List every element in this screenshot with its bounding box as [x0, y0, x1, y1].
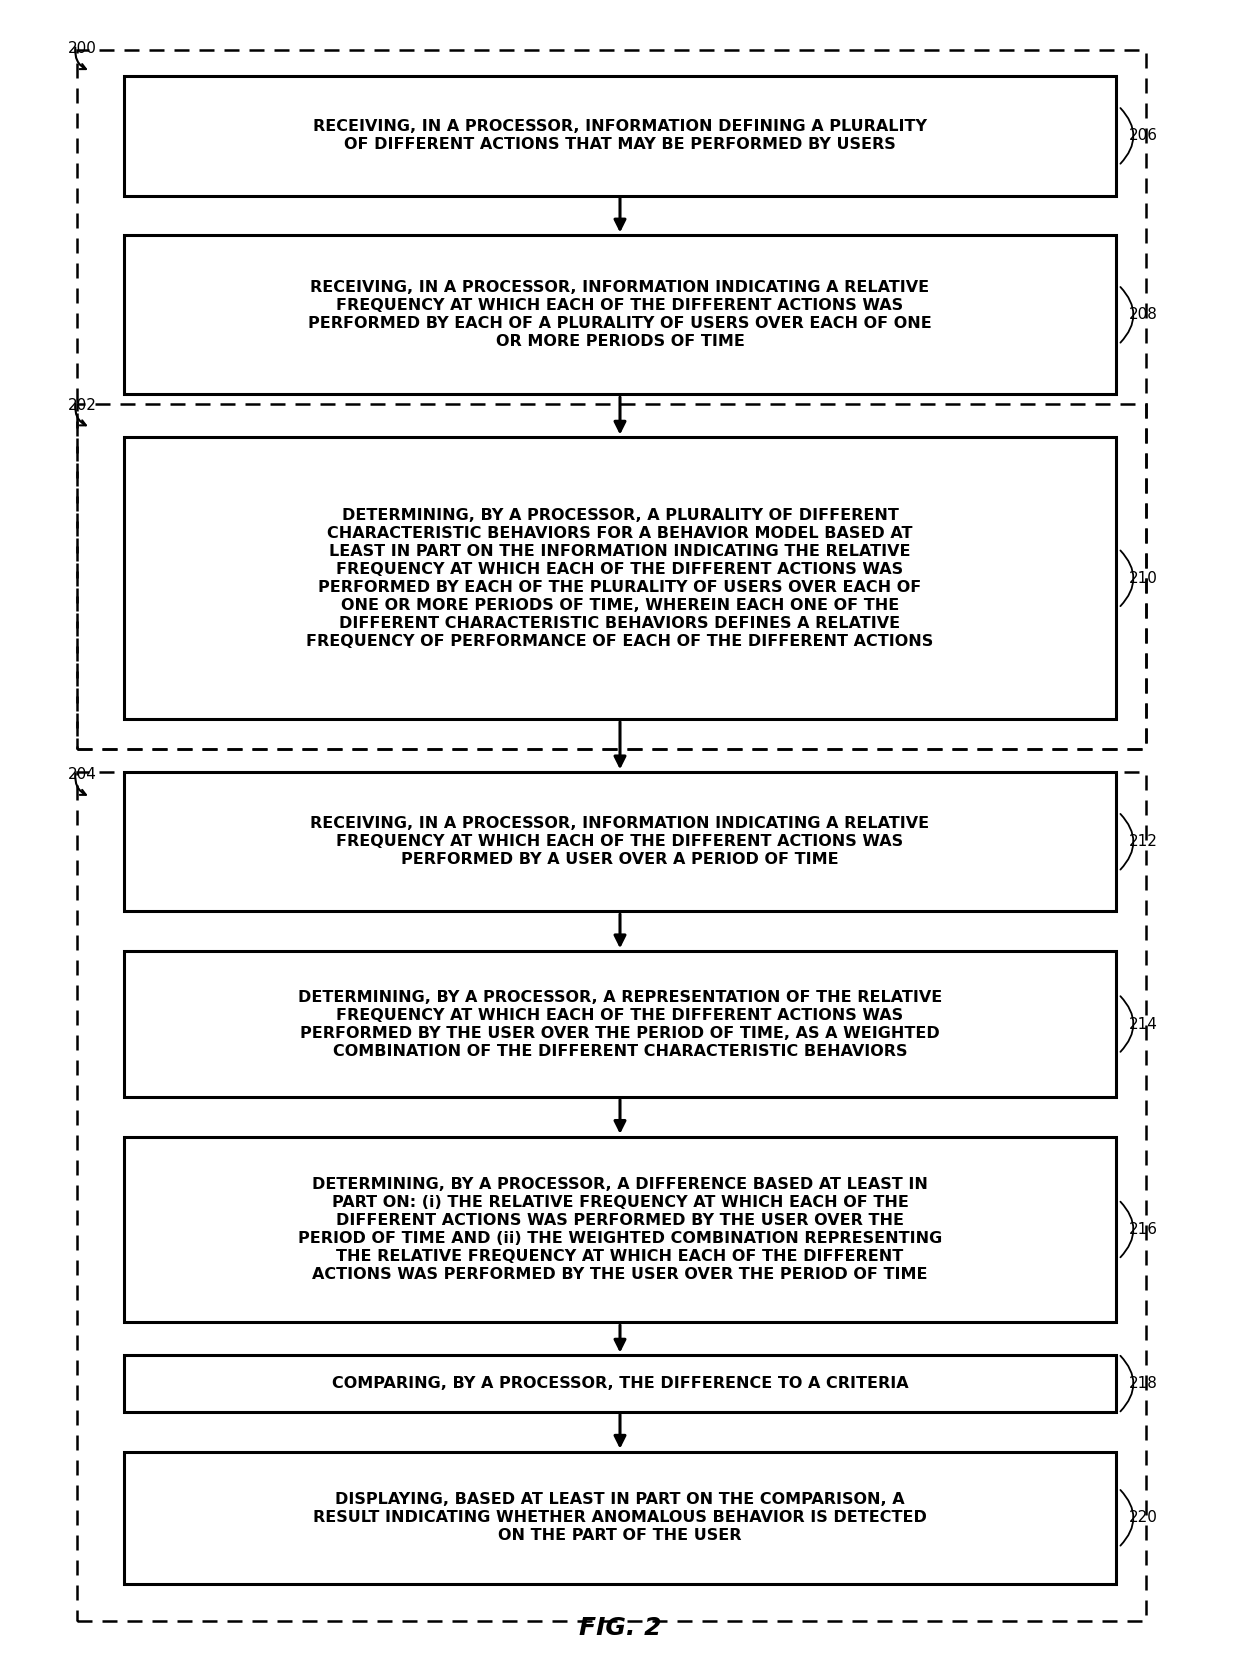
Text: DETERMINING, BY A PROCESSOR, A DIFFERENCE BASED AT LEAST IN
PART ON: (i) THE REL: DETERMINING, BY A PROCESSOR, A DIFFERENC…	[298, 1176, 942, 1283]
Text: 220: 220	[1128, 1510, 1157, 1526]
Text: 206: 206	[1128, 128, 1157, 144]
Text: RECEIVING, IN A PROCESSOR, INFORMATION DEFINING A PLURALITY
OF DIFFERENT ACTIONS: RECEIVING, IN A PROCESSOR, INFORMATION D…	[312, 119, 928, 152]
Text: COMPARING, BY A PROCESSOR, THE DIFFERENCE TO A CRITERIA: COMPARING, BY A PROCESSOR, THE DIFFERENC…	[331, 1375, 909, 1392]
FancyBboxPatch shape	[124, 772, 1116, 911]
FancyBboxPatch shape	[124, 76, 1116, 196]
Text: 216: 216	[1128, 1221, 1157, 1238]
Text: 202: 202	[68, 398, 97, 413]
Text: 204: 204	[68, 767, 97, 782]
FancyBboxPatch shape	[124, 1452, 1116, 1584]
Text: 208: 208	[1128, 307, 1157, 323]
FancyBboxPatch shape	[124, 437, 1116, 719]
FancyBboxPatch shape	[124, 1137, 1116, 1322]
Text: DISPLAYING, BASED AT LEAST IN PART ON THE COMPARISON, A
RESULT INDICATING WHETHE: DISPLAYING, BASED AT LEAST IN PART ON TH…	[312, 1493, 928, 1543]
Text: DETERMINING, BY A PROCESSOR, A REPRESENTATION OF THE RELATIVE
FREQUENCY AT WHICH: DETERMINING, BY A PROCESSOR, A REPRESENT…	[298, 989, 942, 1059]
Bar	[77, 404, 1146, 749]
Text: RECEIVING, IN A PROCESSOR, INFORMATION INDICATING A RELATIVE
FREQUENCY AT WHICH : RECEIVING, IN A PROCESSOR, INFORMATION I…	[308, 280, 932, 350]
FancyBboxPatch shape	[124, 951, 1116, 1097]
Bar	[77, 772, 1146, 1621]
Text: 218: 218	[1128, 1375, 1157, 1392]
Text: DETERMINING, BY A PROCESSOR, A PLURALITY OF DIFFERENT
CHARACTERISTIC BEHAVIORS F: DETERMINING, BY A PROCESSOR, A PLURALITY…	[306, 507, 934, 650]
Text: 214: 214	[1128, 1016, 1157, 1032]
Text: RECEIVING, IN A PROCESSOR, INFORMATION INDICATING A RELATIVE
FREQUENCY AT WHICH : RECEIVING, IN A PROCESSOR, INFORMATION I…	[310, 817, 930, 867]
Text: FIG. 2: FIG. 2	[579, 1617, 661, 1640]
Bar	[77, 50, 1146, 749]
Text: 200: 200	[68, 41, 97, 56]
FancyBboxPatch shape	[124, 1355, 1116, 1412]
FancyBboxPatch shape	[124, 235, 1116, 394]
Text: 212: 212	[1128, 833, 1157, 850]
Text: 210: 210	[1128, 570, 1157, 587]
